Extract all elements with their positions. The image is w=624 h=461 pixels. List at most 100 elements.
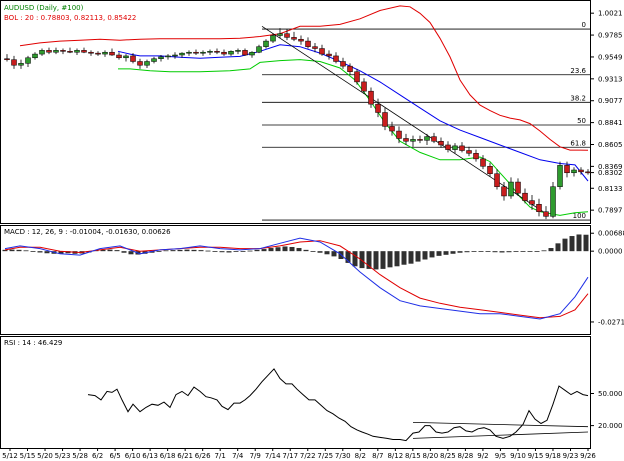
candle xyxy=(354,68,360,85)
candle xyxy=(116,52,122,60)
candle xyxy=(368,87,374,108)
candle-body xyxy=(109,51,115,56)
candle-body xyxy=(578,169,584,173)
macd-histogram-bar xyxy=(366,251,372,269)
macd-histogram-bar xyxy=(23,250,29,252)
macd-signal-line xyxy=(4,240,589,319)
fibonacci-levels: 0 23.6 38.2 50 61.8 100 xyxy=(262,21,590,221)
candle xyxy=(347,63,353,75)
candle-body xyxy=(550,186,556,217)
candle xyxy=(494,169,500,190)
candle xyxy=(389,121,395,136)
macd-histogram-bar xyxy=(471,251,477,252)
candle xyxy=(375,98,381,118)
candle-body xyxy=(270,35,276,42)
candle xyxy=(53,47,59,55)
macd-histogram-bar xyxy=(16,249,22,252)
candle xyxy=(95,51,101,56)
macd-histogram-bar xyxy=(275,247,281,252)
macd-histogram-bar xyxy=(254,249,260,252)
candle xyxy=(585,169,591,175)
macd-histogram-bar xyxy=(576,234,582,252)
fib-level-label: 100 xyxy=(573,212,586,220)
candle xyxy=(501,182,507,201)
candle xyxy=(193,49,199,56)
date-label: 7/4 xyxy=(232,452,244,460)
macd-histogram-bar xyxy=(233,251,239,252)
date-label: 7/17 xyxy=(282,452,298,460)
macd-histogram-bar xyxy=(429,251,435,258)
candle-body xyxy=(333,55,339,62)
candle xyxy=(319,44,325,56)
rsi-tick-label: 50.000 xyxy=(598,390,623,398)
fib-level-label: 0 xyxy=(582,21,586,29)
macd-histogram-bar xyxy=(345,251,351,263)
price-panel-frame xyxy=(0,0,591,224)
candle-body xyxy=(151,58,157,62)
candle xyxy=(172,52,178,59)
macd-histogram-bar xyxy=(163,250,169,252)
candle-body xyxy=(536,204,542,212)
candle xyxy=(242,48,248,56)
candle xyxy=(508,177,514,199)
macd-histogram-bar xyxy=(177,249,183,252)
macd-histogram-bar xyxy=(492,251,498,253)
price-tick-label: 0.8369 xyxy=(598,163,623,171)
date-label: 7/30 xyxy=(335,452,351,460)
candle-body xyxy=(312,46,318,49)
candle xyxy=(207,49,213,56)
candle-body xyxy=(326,53,332,57)
macd-histogram-bar xyxy=(436,251,442,256)
candle-body xyxy=(102,51,108,55)
candle xyxy=(4,54,10,62)
macd-histogram-bar xyxy=(191,249,197,252)
candle-body xyxy=(473,153,479,160)
macd-histogram-bar xyxy=(506,251,512,253)
candle-body xyxy=(172,54,178,57)
date-label: 9/18 xyxy=(545,452,561,460)
candle-body xyxy=(88,51,94,54)
candle xyxy=(123,54,129,62)
date-label: 9/15 xyxy=(528,452,544,460)
candle-body xyxy=(396,130,402,139)
candle-body xyxy=(564,165,570,174)
macd-histogram-bar xyxy=(219,251,225,253)
candle xyxy=(263,39,269,49)
macd-histogram-bar xyxy=(37,251,43,253)
date-label: 8/7 xyxy=(372,452,383,460)
macd-histogram-bar xyxy=(268,248,274,252)
candle-body xyxy=(368,90,374,105)
candle xyxy=(270,33,276,43)
macd-histogram-bar xyxy=(289,246,295,252)
candle xyxy=(473,149,479,162)
candle xyxy=(130,53,136,64)
candle-body xyxy=(200,51,206,54)
candle xyxy=(228,50,234,56)
rsi-readout: RSI : 14 : 46.429 xyxy=(4,339,62,347)
price-tick-label: 0.9077 xyxy=(598,97,623,105)
candle xyxy=(445,141,451,153)
candle-body xyxy=(228,51,234,55)
candle-body xyxy=(466,150,472,154)
macd-histogram-bar xyxy=(478,251,484,252)
candle xyxy=(151,56,157,64)
macd-histogram-bar xyxy=(534,251,540,252)
candle-body xyxy=(95,52,101,55)
candle-body xyxy=(543,211,549,217)
date-label: 6/2 xyxy=(92,452,103,460)
candle-body xyxy=(284,33,290,38)
candle xyxy=(557,161,563,190)
candle-body xyxy=(165,55,171,58)
candle xyxy=(480,155,486,170)
candle-body xyxy=(116,54,122,59)
candle-body xyxy=(256,46,262,53)
date-label: 9/5 xyxy=(495,452,506,460)
candle-body xyxy=(25,57,31,64)
candle xyxy=(214,48,220,55)
macd-histogram-bar xyxy=(422,251,428,260)
rsi-trend-line xyxy=(412,431,589,439)
macd-histogram-bar xyxy=(212,251,218,252)
candle xyxy=(74,48,80,56)
candle xyxy=(326,50,332,60)
